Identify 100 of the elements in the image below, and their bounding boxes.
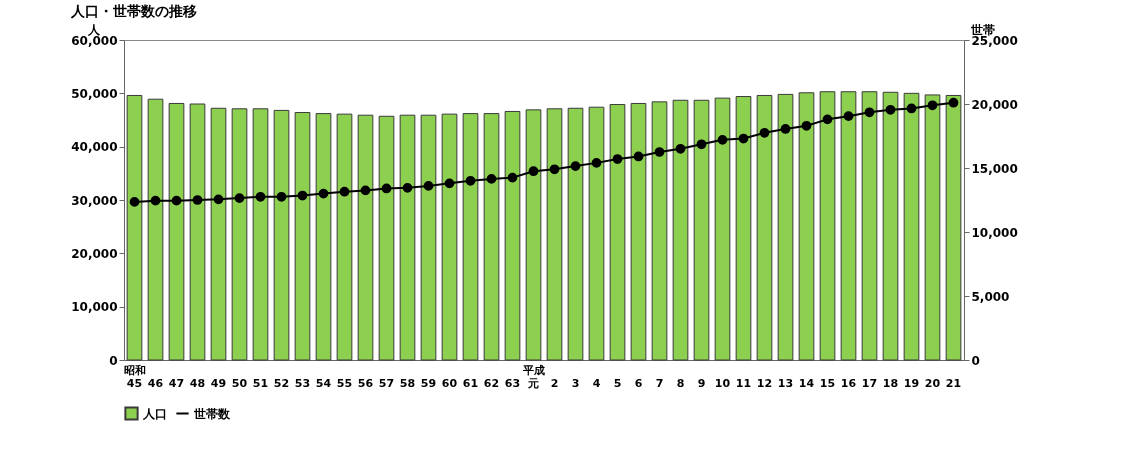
bar [378, 115, 395, 361]
point [843, 111, 854, 122]
point [276, 191, 287, 202]
bar [924, 94, 941, 361]
point [402, 182, 413, 193]
point [528, 166, 539, 177]
x-tick-label: 15 [819, 376, 836, 390]
point [171, 195, 182, 206]
bar [861, 91, 878, 361]
x-tick-label: 3 [571, 376, 580, 390]
bar [609, 104, 626, 361]
bar [504, 110, 521, 361]
point [213, 194, 224, 205]
y-tick-label: 30,000 [71, 193, 118, 208]
y-tick-label: 10,000 [71, 300, 118, 315]
x-tick-label: 62 [483, 376, 500, 390]
legend-label: 世帯数 [193, 406, 231, 421]
point [738, 133, 749, 144]
x-tick-label: 52 [273, 376, 290, 390]
bar [756, 94, 773, 361]
point [822, 114, 833, 125]
x-tick-label: 56 [357, 376, 374, 390]
bar [294, 112, 311, 361]
point [675, 143, 686, 154]
point [759, 127, 770, 138]
point [423, 181, 434, 191]
x-tick-label: 16 [840, 376, 857, 390]
point [234, 193, 245, 203]
bar [231, 108, 248, 361]
bar [273, 109, 290, 361]
point [192, 195, 203, 205]
bar [189, 103, 206, 361]
x-tick-label: 6 [634, 376, 643, 390]
point [318, 188, 329, 199]
x-tick-label: 21 [945, 376, 962, 390]
x-tick-label: 8 [676, 376, 685, 390]
point [654, 147, 665, 157]
point [696, 139, 707, 150]
bar [777, 93, 794, 361]
point [444, 178, 455, 189]
bar [588, 106, 605, 361]
bar [945, 94, 962, 361]
x-tick-label: 5 [613, 376, 622, 390]
bar [819, 91, 836, 361]
point [948, 97, 959, 108]
x-tick-label: 9 [697, 376, 706, 390]
x-tick-label: 4 [592, 376, 601, 390]
bar [210, 107, 227, 361]
y-tick-label: 0 [109, 353, 118, 368]
x-tick-label: 47 [168, 376, 185, 390]
point [591, 158, 602, 168]
bar [735, 96, 752, 361]
point [465, 175, 476, 186]
x-tick-label: 54 [315, 376, 332, 390]
bar [840, 91, 857, 361]
x-tick-label: 55 [336, 376, 353, 390]
x-tick-label: 48 [189, 376, 206, 390]
x-tick-label: 13 [777, 376, 794, 390]
x-tick-label: 61 [462, 376, 479, 390]
x-tick-label: 46 [147, 376, 164, 390]
bar [126, 94, 143, 361]
point [906, 103, 917, 114]
bar [336, 113, 353, 361]
x-tick-label: 17 [861, 376, 878, 390]
point [549, 164, 560, 175]
x-tick-label: 57 [378, 376, 395, 390]
bar [903, 92, 920, 361]
point [129, 197, 140, 207]
y2-tick-label: 20,000 [971, 97, 1018, 112]
point [885, 104, 896, 115]
x-tick-label: 60 [441, 376, 458, 390]
point [360, 185, 371, 196]
y-tick-label: 40,000 [71, 140, 118, 155]
point [297, 190, 308, 201]
point [570, 161, 581, 171]
x-tick-label: 50 [231, 376, 248, 390]
point [507, 172, 518, 183]
y-tick-label: 50,000 [71, 86, 118, 101]
point [612, 154, 623, 164]
x-tick-label: 12 [756, 376, 773, 390]
x-tick-label: 18 [882, 376, 899, 390]
bar [693, 99, 710, 361]
x-tick-label: 51 [252, 376, 269, 390]
x-tick-label: 19 [903, 376, 920, 390]
y2-tick-label: 5,000 [971, 289, 1010, 304]
point [381, 183, 392, 194]
bar [714, 97, 731, 361]
point [927, 100, 938, 111]
x-tick-label: 49 [210, 376, 227, 390]
y2-tick-label: 15,000 [971, 161, 1018, 176]
point [150, 195, 161, 206]
x-tick-label: 59 [420, 376, 437, 390]
point [717, 134, 728, 145]
point [339, 186, 350, 197]
point [864, 107, 875, 118]
x-tick-label: 53 [294, 376, 311, 390]
x-tick-label: 63 [504, 376, 521, 390]
y2-tick-label: 0 [971, 353, 980, 368]
bar [798, 92, 815, 361]
y2-tick-label: 10,000 [971, 225, 1018, 240]
